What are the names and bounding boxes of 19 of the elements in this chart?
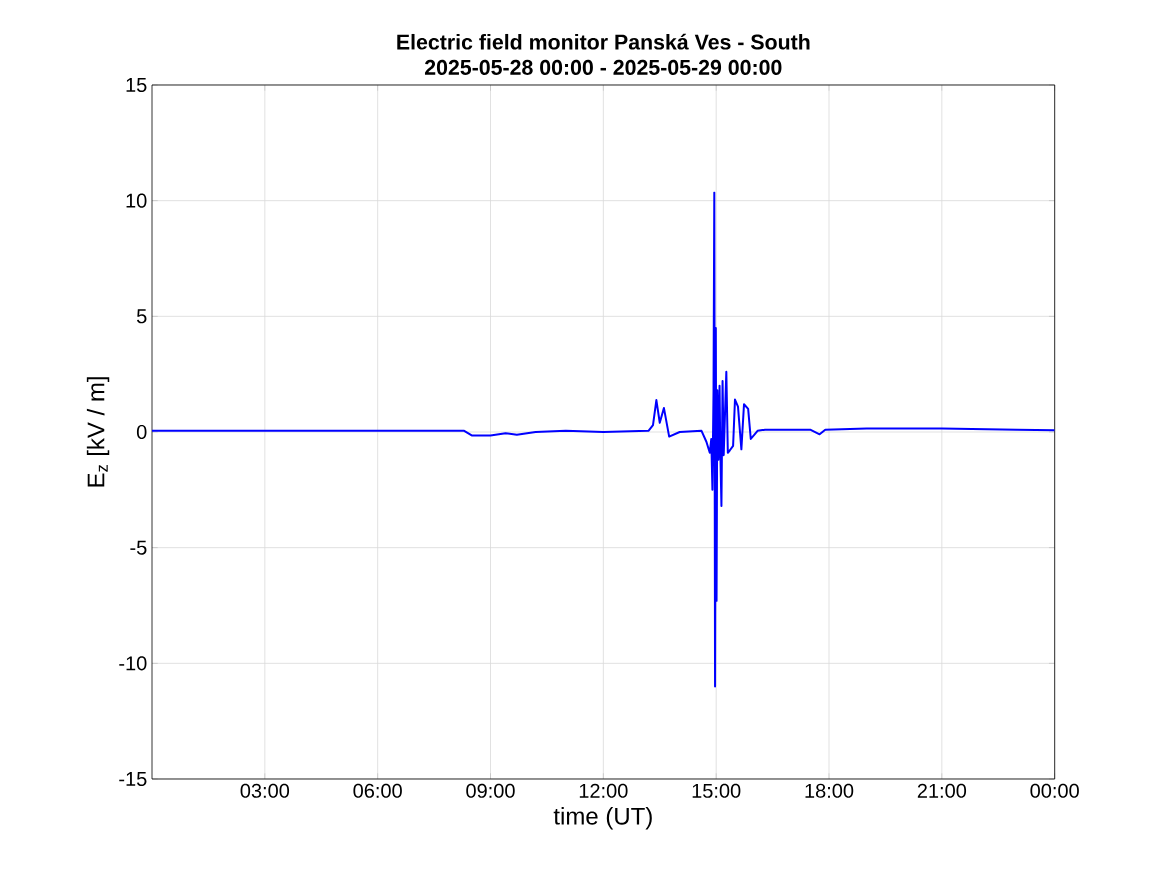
x-tick-label: 00:00 <box>1030 783 1079 798</box>
y-axis-title: E$_{z}$ [kV / m] <box>86 377 110 487</box>
y-tick-label: 0 <box>136 424 147 440</box>
y-tick-label: -10 <box>119 656 147 671</box>
chart-title: Electric field monitor Panská Ves - South <box>397 33 810 50</box>
y-tick-label: 10 <box>126 193 147 208</box>
x-axis-title: time (UT) <box>553 807 652 830</box>
x-tick-label: 18:00 <box>805 783 854 798</box>
x-tick-label: 09:00 <box>466 783 515 798</box>
x-tick-label: 21:00 <box>917 783 967 798</box>
chart-subtitle: 2025-05-28 00:00 - 2025-05-29 00:00 <box>424 59 782 75</box>
y-tick-label: -15 <box>119 772 147 786</box>
x-tick-label: 12:00 <box>579 783 628 798</box>
x-tick-label: 15:00 <box>692 783 741 798</box>
x-tick-label: 06:00 <box>353 783 402 798</box>
y-tick-label: 5 <box>136 309 147 324</box>
x-tick-label: 03:00 <box>240 783 290 798</box>
y-tick-label: 15 <box>126 78 147 92</box>
y-tick-label: -5 <box>130 540 147 555</box>
